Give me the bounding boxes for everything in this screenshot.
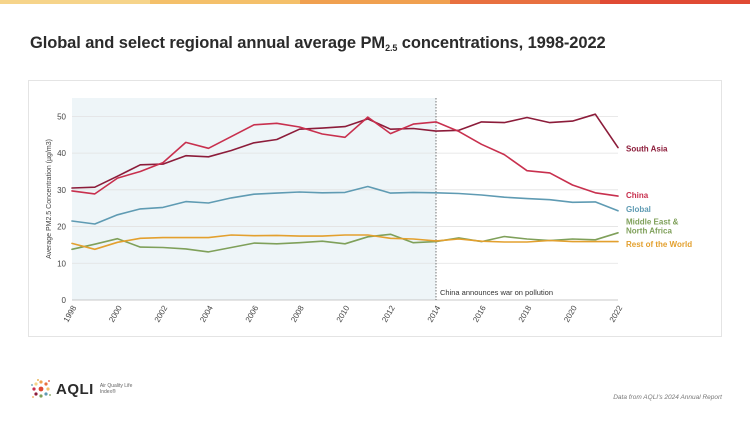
top-bar-segment: [150, 0, 300, 4]
series-label-rest: Rest of the World: [626, 240, 692, 249]
series-label-mena: Middle East & North Africa: [626, 217, 679, 235]
series-label-global: Global: [626, 205, 651, 214]
x-tick-label: 2016: [471, 304, 488, 324]
series-line-rest: [71, 234, 619, 251]
annotation-text: China announces war on pollution: [440, 288, 553, 297]
top-bar-segment: [450, 0, 600, 4]
y-tick-label: 10: [57, 259, 66, 268]
x-tick-label: 1998: [62, 304, 79, 324]
logo-text: AQLI: [56, 380, 94, 398]
y-tick-label: 20: [57, 223, 66, 232]
x-tick-label: 2014: [426, 304, 443, 324]
x-tick-label: 2002: [153, 304, 170, 324]
x-tick-label: 2008: [289, 304, 306, 324]
source-note: Data from AQLI's 2024 Annual Report: [613, 394, 722, 401]
x-tick-label: 2010: [335, 304, 352, 324]
series-line-global: [71, 185, 619, 225]
y-tick-label: 50: [57, 112, 66, 121]
series-line-china: [71, 116, 619, 197]
y-tick-label: 30: [57, 186, 66, 195]
series-label-line: Global: [626, 205, 651, 214]
x-tick-label: 2012: [380, 304, 397, 324]
series-line-south-asia: [71, 113, 619, 189]
chart-title: Global and select regional annual averag…: [30, 34, 606, 53]
top-color-bar: [0, 0, 750, 4]
title-rest: concentrations, 1998-2022: [397, 34, 606, 52]
y-axis-title: Average PM2.5 Concentration (µg/m3): [46, 139, 53, 259]
x-tick-label: 2020: [562, 304, 579, 324]
series-label-line: Rest of the World: [626, 240, 692, 249]
series-label-south-asia: South Asia: [626, 145, 668, 154]
logo-tagline: Air Quality Life Index®: [99, 383, 133, 395]
title-subscript: 2.5: [385, 43, 398, 53]
series-line-mena: [71, 232, 619, 253]
y-tick-label: 0: [62, 296, 67, 305]
aqli-logo: AQLI Air Quality Life Index®: [30, 378, 138, 400]
aqli-logo-icon: [31, 379, 51, 398]
series-label-line: South Asia: [626, 145, 668, 154]
x-tick-label: 2018: [517, 304, 534, 324]
title-main: Global and select regional annual averag…: [30, 34, 386, 52]
x-tick-label: 2000: [107, 304, 124, 324]
top-bar-segment: [0, 0, 150, 4]
top-bar-segment: [300, 0, 450, 4]
pre-policy-shaded-region: [72, 98, 436, 300]
top-bar-segment: [600, 0, 750, 4]
series-label-line: China: [626, 191, 649, 200]
y-tick-label: 40: [57, 149, 66, 158]
series-label-line: Middle East &: [626, 217, 679, 226]
x-tick-label: 2006: [244, 304, 261, 324]
x-tick-label: 2022: [608, 304, 625, 324]
series-label-line: North Africa: [626, 226, 672, 235]
series-label-china: China: [626, 191, 649, 200]
x-tick-label: 2004: [198, 304, 215, 324]
